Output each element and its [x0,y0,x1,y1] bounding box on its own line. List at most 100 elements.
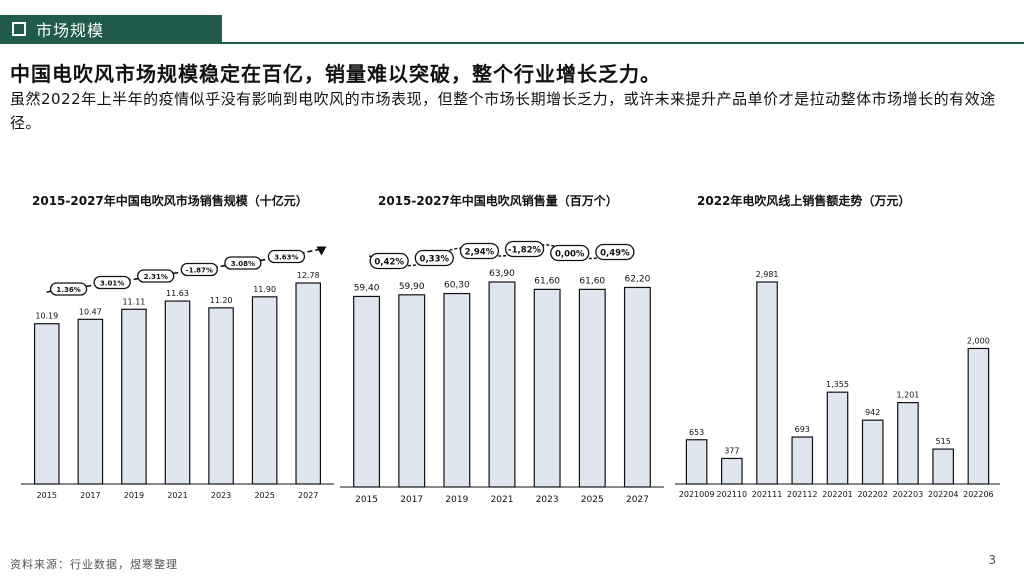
chart3-value-label: 942 [865,408,880,417]
chart2-value-label: 62,20 [625,274,651,284]
chart2-value-label: 61,60 [534,276,560,286]
chart1-bar [77,318,104,485]
chart2-x-tick: 2021 [491,495,514,505]
chart1-growth-pill [224,256,262,270]
chart3-value-label: 1,201 [896,391,919,400]
chart2-growth-pill [504,240,545,258]
footer-source: 资料来源：行业数据，煜寒整理 [10,558,178,571]
chart2-value-label: 59,90 [399,282,425,292]
chart2-growth-pill [369,252,409,270]
chart3-bar [861,419,884,485]
chart2-growth-pill [459,242,500,260]
chart3-bar [826,391,849,485]
chart1-x-tick: 2019 [124,491,144,500]
chart3-bar [932,448,954,485]
section-tag: 市场规模 [0,15,222,43]
square-icon [12,22,26,36]
chart1-growth-label: -1.87% [186,267,213,275]
chart1-growth-pill [93,275,131,290]
chart2-growth-label: 0,42% [374,258,404,268]
chart2-x-tick: 2023 [536,495,559,505]
chart3-x-tick: 202203 [893,490,924,499]
chart2-x-tick: 2025 [581,495,604,505]
chart1-growth-label: 3.01% [100,280,124,288]
chart2-bar [488,281,516,488]
chart1-bar [295,282,322,485]
chart3-value-label: 377 [724,446,739,455]
chart3-value-label: 1,355 [826,380,849,389]
chart3-value-label: 693 [795,425,810,434]
chart2-value-label: 59,40 [354,283,380,293]
chart2-growth-label: 0,49% [600,249,630,259]
chart2-bar [353,295,381,488]
page-number: 3 [988,553,996,567]
chart1-title: 2015-2027年中国电吹风市场销售规模（十亿元） [32,194,308,208]
chart3-value-label: 2,981 [756,270,779,279]
chart1-x-tick: 2015 [37,491,57,500]
chart1-x-tick: 2017 [80,491,100,500]
chart2-growth-label: 2,94% [465,248,495,258]
chart2-growth-pill [595,243,635,261]
chart2-value-label: 61,60 [579,276,605,286]
chart3-bar [791,436,814,485]
chart2-growth-label: -1,82% [508,246,541,256]
chart2-x-tick: 2017 [400,495,423,505]
chart1-bar [121,308,147,485]
chart2-x-tick: 2027 [626,495,649,505]
chart3-x-tick: 202111 [752,490,783,499]
chart1-bar [164,300,191,485]
chart3-x-tick: 202201 [822,490,853,499]
chart1-growth-label: 3.08% [231,260,255,268]
chart2-x-tick: 2019 [445,495,468,505]
chart1-trend-arrowhead [316,246,327,256]
chart2-growth-pill [414,249,454,267]
chart1-x-tick: 2025 [254,491,274,500]
chart3-x-tick: 202110 [717,490,748,499]
chart3-title: 2022年电吹风线上销售额走势（万元） [697,194,911,208]
chart1-value-label: 11.20 [210,296,233,305]
chart3-bar [756,281,778,485]
chart1-value-label: 11.63 [166,289,189,298]
chart1-value-label: 12.78 [297,271,320,280]
chart3-value-label: 653 [689,428,704,437]
header-divider [0,42,1024,44]
chart1-x-tick: 2023 [211,491,231,500]
chart2-growth-pill [550,244,590,262]
chart3-value-label: 515 [936,437,951,446]
section-label: 市场规模 [36,21,105,40]
chart2-title: 2015-2027年中国电吹风销售量（百万个） [378,194,618,208]
chart1-growth-label: 2.31% [144,273,168,281]
chart1-growth-pill [137,269,175,283]
chart2-value-label: 63,90 [489,269,515,279]
chart3-x-tick: 202204 [928,490,959,499]
chart1-x-tick: 2027 [298,491,318,500]
chart2-bar [398,294,426,488]
chart3-bar [967,347,990,485]
chart2-bar [533,288,561,488]
headline: 中国电吹风市场规模稳定在百亿，销量难以突破，整个行业增长乏力。 [10,62,661,86]
chart2-x-tick: 2015 [355,495,378,505]
chart1-growth-label: 3.63% [274,254,298,262]
chart2-bar [443,292,471,488]
chart1-growth-pill [267,249,306,264]
chart1-growth-label: 1.36% [56,286,80,294]
chart3-x-tick: 202112 [787,490,818,499]
chart2-growth-label: 0,33% [420,255,450,265]
chart1-growth-pill [49,282,88,296]
chart1-x-tick: 2021 [167,491,187,500]
chart2-value-label: 60,30 [444,281,470,291]
chart1-bar [208,307,234,485]
chart3-x-tick: 202206 [963,490,994,499]
chart3-value-label: 2,000 [967,336,990,345]
chart3-bar [897,402,919,485]
chart1-growth-pill [180,262,218,277]
chart3-bar [721,457,743,485]
chart1-value-label: 11.90 [253,285,276,294]
chart1-value-label: 11.11 [122,297,145,306]
chart3-bar [685,439,708,485]
chart3-x-tick: 202202 [857,490,888,499]
chart1-value-label: 10.19 [35,312,58,321]
